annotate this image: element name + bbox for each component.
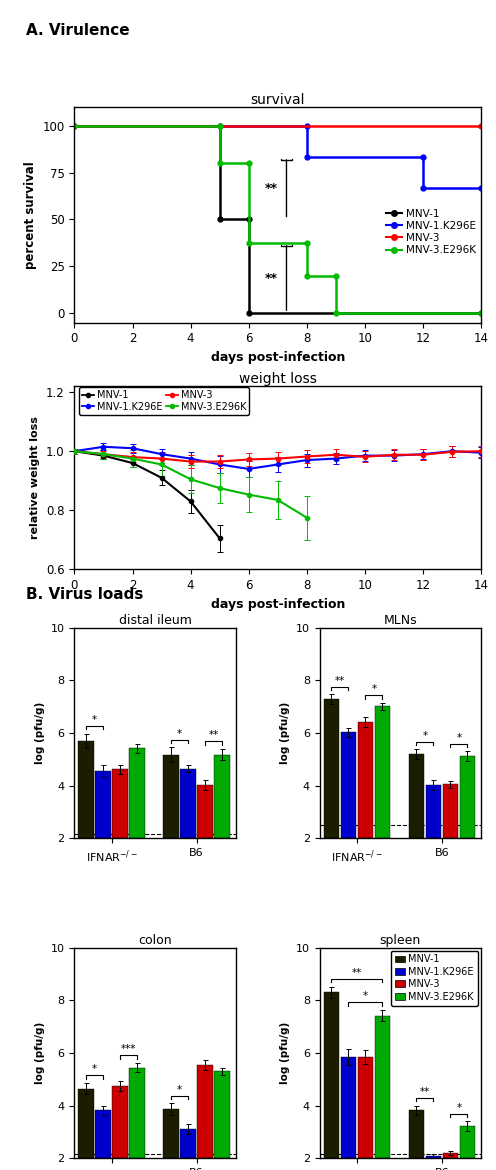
Text: **: **: [208, 730, 219, 741]
Bar: [95, 771, 111, 838]
Bar: [197, 785, 213, 838]
Title: survival: survival: [250, 94, 305, 108]
Text: **: **: [265, 271, 278, 284]
Y-axis label: relative weight loss: relative weight loss: [30, 417, 40, 539]
Text: *: *: [372, 684, 376, 694]
Text: *: *: [456, 732, 461, 743]
Bar: [113, 770, 127, 838]
Bar: [358, 1057, 373, 1158]
Legend: MNV-1, MNV-1.K296E, MNV-3, MNV-3.E296K: MNV-1, MNV-1.K296E, MNV-3, MNV-3.E296K: [391, 950, 478, 1005]
Legend: MNV-1, MNV-1.K296E, MNV-3, MNV-3.E296K: MNV-1, MNV-1.K296E, MNV-3, MNV-3.E296K: [386, 209, 476, 255]
Text: *: *: [92, 1065, 97, 1074]
Bar: [163, 1109, 179, 1158]
Title: weight loss: weight loss: [239, 372, 317, 386]
Bar: [78, 1088, 94, 1158]
Y-axis label: log (pfu/g): log (pfu/g): [280, 702, 291, 764]
Bar: [443, 784, 458, 838]
Bar: [426, 785, 441, 838]
Title: MLNs: MLNs: [383, 613, 417, 627]
Text: **: **: [265, 181, 278, 194]
Bar: [341, 1057, 356, 1158]
Bar: [460, 1127, 475, 1158]
Bar: [443, 1154, 458, 1158]
Text: *: *: [363, 991, 368, 1002]
Bar: [163, 755, 179, 838]
Text: A. Virulence: A. Virulence: [26, 23, 129, 37]
Bar: [129, 749, 145, 838]
Y-axis label: log (pfu/g): log (pfu/g): [35, 702, 45, 764]
Bar: [409, 1110, 424, 1158]
Bar: [214, 755, 230, 838]
Bar: [78, 741, 94, 838]
Text: *: *: [456, 1103, 461, 1113]
Bar: [324, 992, 339, 1158]
Text: *: *: [92, 715, 97, 725]
Text: **: **: [420, 1087, 430, 1097]
Text: *: *: [177, 729, 182, 738]
Text: *: *: [177, 1085, 182, 1095]
Text: *: *: [422, 731, 428, 741]
Bar: [181, 1129, 195, 1158]
Title: spleen: spleen: [380, 934, 421, 947]
Bar: [409, 753, 424, 838]
X-axis label: days post-infection: days post-infection: [211, 598, 345, 611]
Bar: [426, 1156, 441, 1158]
Text: ***: ***: [121, 1045, 136, 1054]
Bar: [374, 707, 390, 838]
Bar: [341, 732, 356, 838]
Text: **: **: [352, 969, 362, 978]
Bar: [113, 1086, 127, 1158]
Title: colon: colon: [138, 934, 172, 947]
Bar: [129, 1067, 145, 1158]
Bar: [324, 698, 339, 838]
Text: B. Virus loads: B. Virus loads: [26, 587, 143, 601]
Bar: [358, 722, 373, 838]
Legend: MNV-1, MNV-1.K296E, MNV-3, MNV-3.E296K: MNV-1, MNV-1.K296E, MNV-3, MNV-3.E296K: [79, 387, 249, 414]
Y-axis label: percent survival: percent survival: [24, 161, 37, 269]
Bar: [460, 756, 475, 838]
Bar: [197, 1065, 213, 1158]
Bar: [214, 1072, 230, 1158]
Bar: [374, 1016, 390, 1158]
Title: distal ileum: distal ileum: [119, 613, 191, 627]
X-axis label: days post-infection: days post-infection: [211, 351, 345, 364]
Y-axis label: log (pfu/g): log (pfu/g): [280, 1021, 291, 1085]
Y-axis label: log (pfu/g): log (pfu/g): [35, 1021, 45, 1085]
Text: **: **: [335, 675, 345, 686]
Bar: [95, 1110, 111, 1158]
Bar: [181, 769, 195, 838]
